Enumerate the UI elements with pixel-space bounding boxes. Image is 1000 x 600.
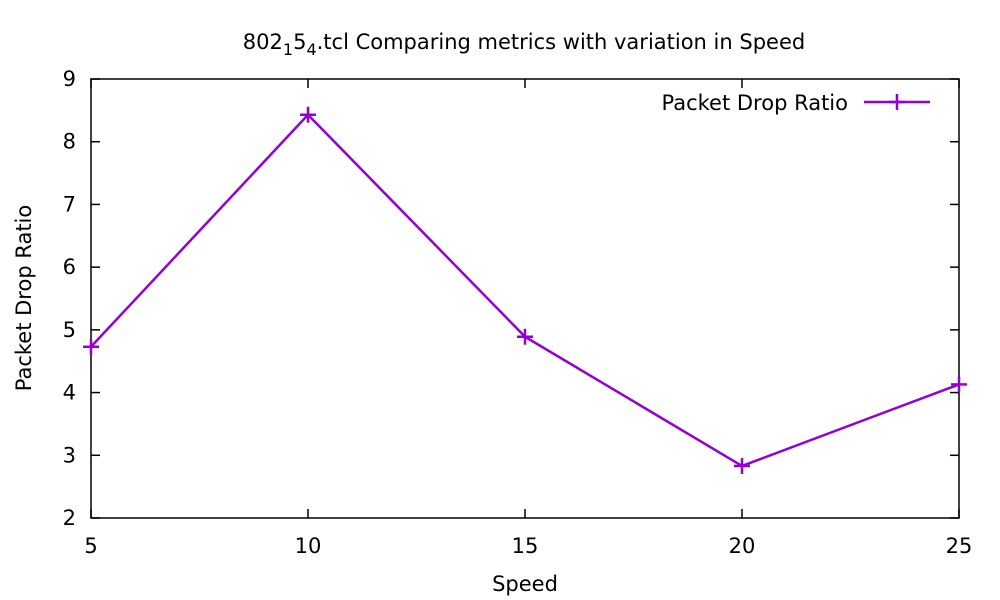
x-axis-ticks: 5 10 15 20 25 <box>84 79 972 558</box>
y-tick-label: 5 <box>63 318 76 342</box>
legend-label: Packet Drop Ratio <box>662 91 849 115</box>
y-tick-label: 9 <box>63 67 76 91</box>
plot-frame <box>90 78 960 519</box>
x-tick-label: 25 <box>946 534 973 558</box>
x-tick-label: 10 <box>295 534 322 558</box>
y-tick-label: 7 <box>63 192 76 216</box>
y-tick-label: 8 <box>63 130 76 154</box>
x-axis-label: Speed <box>492 572 558 596</box>
x-tick-label: 15 <box>512 534 539 558</box>
y-tick-label: 2 <box>63 506 76 530</box>
y-tick-label: 3 <box>63 443 76 467</box>
data-point-marker <box>83 338 99 355</box>
y-tick-label: 4 <box>63 381 76 405</box>
legend-marker <box>889 94 905 110</box>
data-point-marker <box>300 106 316 123</box>
data-point-marker <box>734 457 750 474</box>
x-tick-label: 20 <box>729 534 756 558</box>
series-layer <box>83 106 967 474</box>
chart-title: 802154.tcl Comparing metrics with variat… <box>243 30 805 59</box>
y-axis-ticks: 2 3 4 5 6 7 8 9 <box>63 67 959 530</box>
legend: Packet Drop Ratio <box>662 91 930 115</box>
y-axis-label: Packet Drop Ratio <box>12 205 36 392</box>
y-tick-label: 6 <box>63 255 76 279</box>
data-point-marker <box>517 328 533 345</box>
data-point-marker <box>951 376 967 393</box>
series-line <box>90 113 960 468</box>
x-tick-label: 5 <box>84 534 97 558</box>
